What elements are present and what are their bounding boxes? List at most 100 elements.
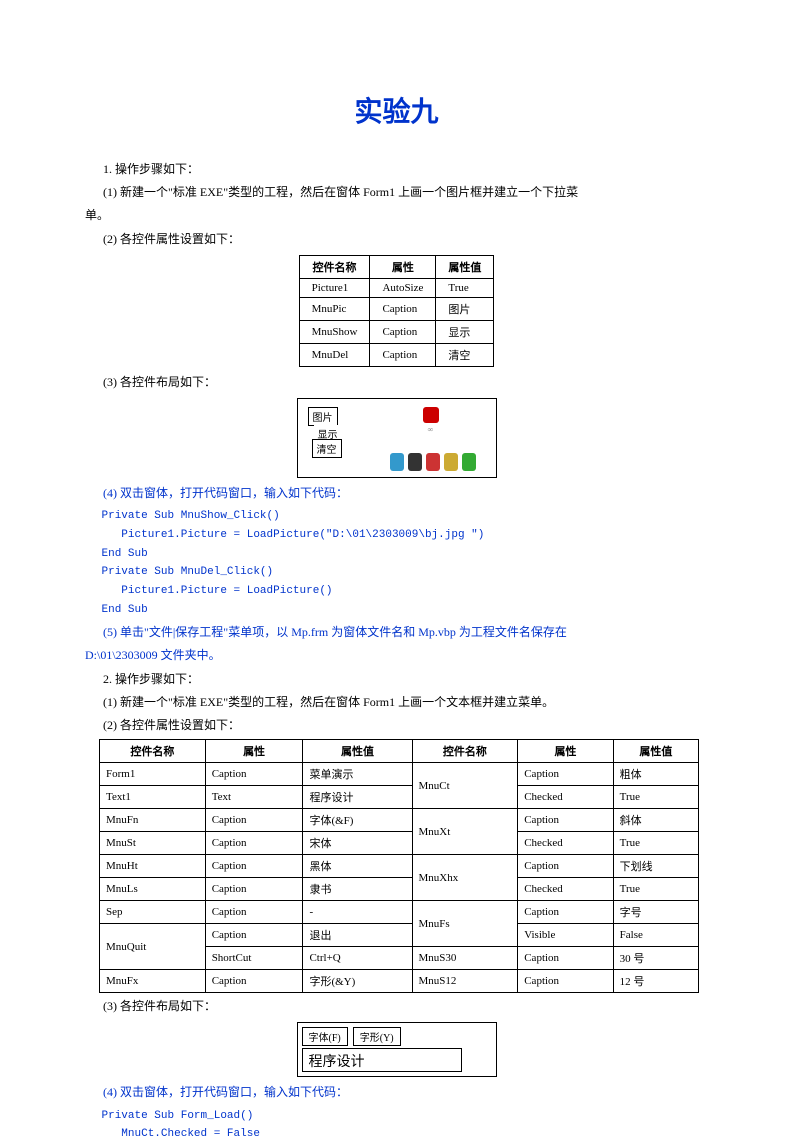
td: Visible [518,924,613,947]
tab-font: 字体(F) [302,1027,348,1046]
td: Caption [205,832,303,855]
layout-diagram-2: 字体(F) 字形(Y) 程序设计 [297,1022,497,1077]
td: Caption [205,763,303,786]
th: 属性值 [303,740,412,763]
blue-text: (4) 双击窗体，打开代码窗口，输入如下代码： [103,486,348,500]
properties-table-1: 控件名称 属性 属性值 Picture1AutoSizeTrue MnuPicC… [299,255,495,367]
step2-2: (2) 各控件属性设置如下： [85,716,708,735]
td: 程序设计 [303,786,412,809]
th: 控件名称 [412,740,518,763]
step-header-1: 1. 操作步骤如下： [85,160,708,179]
td: Caption [518,901,613,924]
td: Caption [518,970,613,993]
td: Caption [518,855,613,878]
th: 属性 [205,740,303,763]
tab-style: 字形(Y) [353,1027,401,1046]
td: Ctrl+Q [303,947,412,970]
th: 属性 [518,740,613,763]
step1-5-cont: D:\01\2303009 文件夹中。 [85,646,708,665]
td: Sep [100,901,206,924]
td: True [613,786,698,809]
td: MnuLs [100,878,206,901]
td: 字形(&Y) [303,970,412,993]
blue-text: (5) 单击"文件|保存工程"菜单项，以 Mp.frm 为窗体文件名和 Mp.v… [103,625,567,639]
td: Caption [205,855,303,878]
td: MnuQuit [100,924,206,970]
td: MnuS12 [412,970,518,993]
layout-diagram-1: 图片 显示 清空 ∞ [297,398,497,478]
td: Text [205,786,303,809]
td: True [613,832,698,855]
td: Caption [205,901,303,924]
td: Checked [518,786,613,809]
td: True [436,278,494,297]
step-header-2: 2. 操作步骤如下： [85,670,708,689]
td: Checked [518,878,613,901]
properties-table-2: 控件名称 属性 属性值 控件名称 属性 属性值 Form1Caption菜单演示… [99,739,699,993]
td: True [613,878,698,901]
td: 菜单演示 [303,763,412,786]
td: 字体(&F) [303,809,412,832]
td: Checked [518,832,613,855]
td: Caption [205,809,303,832]
code-block-2: Private Sub Form_Load() MnuCt.Checked = … [102,1107,709,1144]
step2-4: (4) 双击窗体，打开代码窗口，输入如下代码： [85,1083,708,1102]
th: 控件名称 [299,255,370,278]
td: MnuDel [299,343,370,366]
td: 粗体 [613,763,698,786]
fuwa-icon [390,453,404,471]
td: Caption [205,924,303,947]
td: MnuXhx [412,855,518,901]
td: Text1 [100,786,206,809]
rings-icon: ∞ [428,425,434,434]
td: 图片 [436,297,494,320]
td: MnuSt [100,832,206,855]
menu-del: 清空 [312,439,342,458]
th: 控件名称 [100,740,206,763]
td: Form1 [100,763,206,786]
td: Picture1 [299,278,370,297]
td: Caption [518,809,613,832]
emblem-icon [423,407,439,423]
td: Caption [518,763,613,786]
td: Caption [370,297,436,320]
td: 字号 [613,901,698,924]
td: 清空 [436,343,494,366]
fuwa-icon [462,453,476,471]
td: 隶书 [303,878,412,901]
td: 下划线 [613,855,698,878]
td: 黑体 [303,855,412,878]
th: 属性 [370,255,436,278]
step1-4: (4) 双击窗体，打开代码窗口，输入如下代码： [85,484,708,503]
td: Caption [205,878,303,901]
td: 显示 [436,320,494,343]
fuwa-icon [444,453,458,471]
fuwa-row [390,453,476,471]
td: Caption [518,947,613,970]
step1-3: (3) 各控件布局如下： [85,373,708,392]
step1-1-cont: 单。 [85,206,708,225]
step2-3: (3) 各控件布局如下： [85,997,708,1016]
blue-text: (4) 双击窗体，打开代码窗口，输入如下代码： [103,1085,348,1099]
td: MnuFn [100,809,206,832]
td: Caption [205,970,303,993]
td: Caption [370,343,436,366]
td: 斜体 [613,809,698,832]
td: MnuFs [412,901,518,947]
step1-1: (1) 新建一个"标准 EXE"类型的工程，然后在窗体 Form1 上画一个图片… [85,183,708,202]
td: MnuCt [412,763,518,809]
td: MnuXt [412,809,518,855]
th: 属性值 [436,255,494,278]
step1-2: (2) 各控件属性设置如下： [85,230,708,249]
td: 退出 [303,924,412,947]
td: MnuFx [100,970,206,993]
td: MnuS30 [412,947,518,970]
olympic-logo: ∞ [416,407,446,437]
step2-1: (1) 新建一个"标准 EXE"类型的工程，然后在窗体 Form1 上画一个文本… [85,693,708,712]
td: ShortCut [205,947,303,970]
td: MnuShow [299,320,370,343]
td: - [303,901,412,924]
td: 宋体 [303,832,412,855]
td: MnuPic [299,297,370,320]
menu-pic: 图片 [308,407,338,426]
